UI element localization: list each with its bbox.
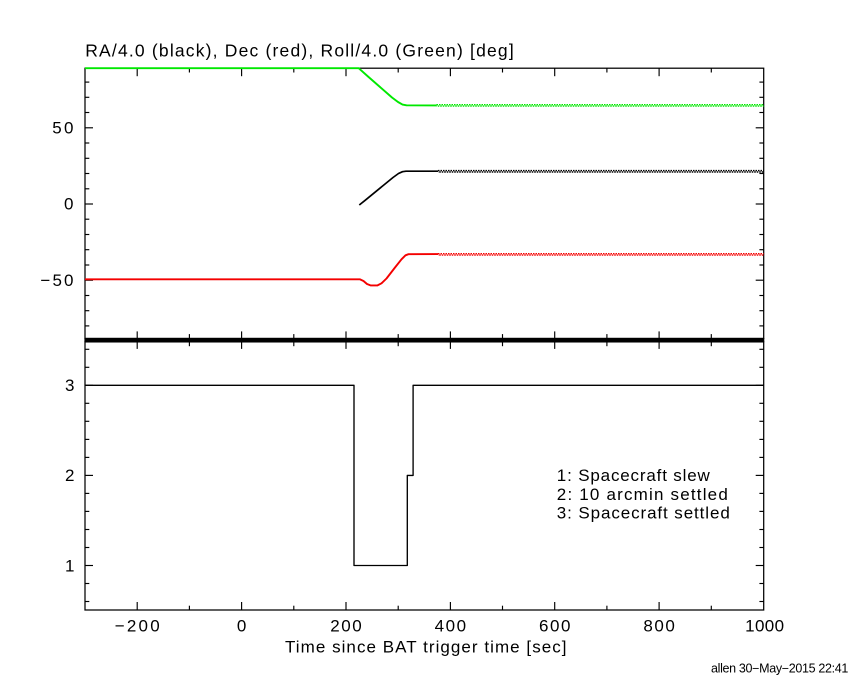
svg-text:600: 600: [539, 617, 571, 636]
svg-text:2: 2: [65, 466, 74, 485]
svg-text:−50: −50: [40, 271, 73, 290]
svg-text:3: Spacecraft settled: 3: Spacecraft settled: [557, 503, 730, 522]
svg-text:200: 200: [330, 617, 362, 636]
svg-text:allen 30−May−2015 22:41: allen 30−May−2015 22:41: [711, 662, 848, 676]
svg-text:RA/4.0 (black), Dec (red), Rol: RA/4.0 (black), Dec (red), Roll/4.0 (Gre…: [85, 41, 514, 61]
svg-text:0: 0: [64, 195, 73, 214]
svg-text:400: 400: [435, 617, 467, 636]
svg-text:3: 3: [65, 376, 74, 395]
svg-text:2: 10 arcmin settled: 2: 10 arcmin settled: [557, 485, 728, 504]
svg-text:1: Spacecraft slew: 1: Spacecraft slew: [557, 466, 711, 485]
svg-text:1: 1: [65, 556, 74, 575]
svg-text:Time since BAT trigger time [s: Time since BAT trigger time [sec]: [285, 638, 567, 657]
svg-text:1000: 1000: [745, 617, 784, 636]
svg-text:800: 800: [643, 617, 675, 636]
svg-text:0: 0: [237, 617, 246, 636]
